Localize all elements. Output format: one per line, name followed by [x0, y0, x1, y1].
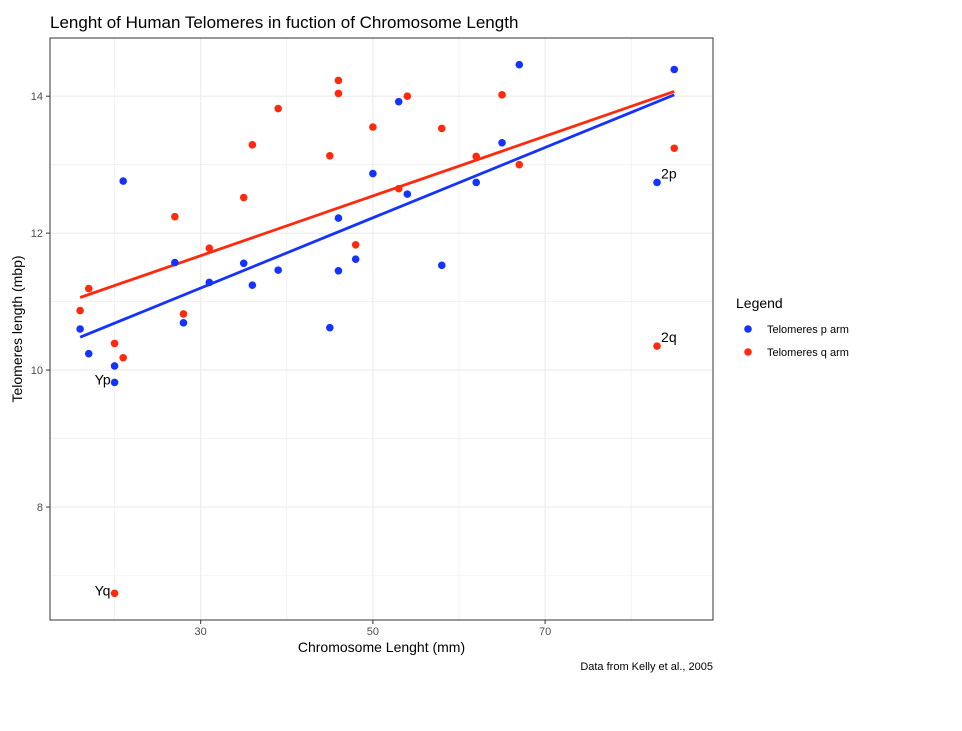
legend: Legend Telomeres p arm Telomeres q arm [736, 295, 849, 359]
point-q-arm [437, 124, 446, 133]
point-q-arm [369, 123, 377, 131]
point-p-arm [248, 281, 257, 289]
point-p-arm [119, 177, 127, 185]
chart-title: Lenght of Human Telomeres in fuction of … [50, 13, 518, 32]
point-q-arm [351, 240, 360, 249]
y-axis-title: Telomeres length (mbp) [9, 255, 25, 402]
point-q-arm [205, 244, 214, 253]
point-p-arm [515, 60, 524, 69]
point-p-arm [110, 378, 119, 387]
x-tick-label: 70 [539, 626, 551, 638]
point-p-arm [437, 261, 446, 270]
legend-label: Telomeres q arm [767, 347, 849, 359]
annotation-label: 2q [661, 329, 677, 345]
point-annotations: 2p 2q Yp Yq [95, 165, 677, 598]
point-q-arm [171, 212, 179, 221]
point-p-arm [76, 325, 84, 333]
legend-key [744, 348, 752, 356]
point-p-arm [670, 65, 679, 74]
point-q-arm [119, 353, 127, 362]
point-q-arm [498, 91, 506, 99]
point-p-arm [110, 362, 119, 370]
y-tick-label: 12 [31, 228, 43, 240]
point-p-arm [394, 97, 403, 106]
y-tick-label: 10 [31, 365, 43, 377]
point-p-arm [326, 323, 334, 332]
point-q-arm [515, 160, 524, 169]
trend-lines [79, 90, 675, 339]
point-p-arm [239, 259, 248, 268]
plot-panel [50, 38, 713, 620]
point-q-arm [334, 89, 343, 98]
y-axis: 8 10 12 14 [31, 91, 50, 514]
point-q-arm [472, 152, 481, 161]
point-p-arm [351, 255, 360, 263]
trend-line [79, 90, 675, 299]
x-tick-label: 50 [367, 626, 379, 638]
annotation-label: 2p [661, 165, 677, 181]
point-q-arm [670, 144, 679, 153]
trend-line [79, 93, 675, 339]
x-axis: 30 50 70 [195, 620, 551, 638]
caption: Data from Kelly et al., 2005 [580, 661, 713, 673]
point-q-arm [239, 193, 248, 202]
point-p-arm [205, 278, 214, 287]
y-tick-label: 14 [31, 91, 43, 103]
point-p-arm [498, 138, 506, 147]
x-axis-title: Chromosome Lenght (mm) [298, 639, 465, 655]
point-q-arm [248, 141, 257, 149]
point-q-arm [653, 342, 661, 350]
point-q-arm [84, 284, 93, 293]
point-q-arm [76, 306, 84, 315]
point-q-arm [110, 589, 119, 598]
legend-label: Telomeres p arm [767, 324, 849, 336]
plot-border [49, 37, 714, 621]
legend-title: Legend [736, 295, 783, 311]
point-p-arm [274, 266, 282, 274]
point-p-arm [653, 178, 661, 187]
point-p-arm [334, 214, 343, 222]
point-p-arm [369, 169, 377, 178]
point-q-arm [326, 151, 334, 160]
annotation-label: Yp [95, 371, 111, 387]
annotation-label: Yq [95, 582, 111, 598]
point-p-arm [171, 258, 179, 267]
point-p-arm [179, 319, 188, 327]
point-q-arm [110, 339, 119, 348]
point-p-arm [84, 349, 93, 358]
y-tick-label: 8 [37, 502, 43, 514]
x-tick-label: 30 [195, 626, 207, 638]
data-points [76, 60, 679, 598]
point-q-arm [394, 184, 403, 193]
point-q-arm [179, 310, 188, 318]
point-p-arm [472, 178, 481, 187]
point-q-arm [403, 92, 412, 100]
point-p-arm [334, 267, 343, 275]
point-q-arm [334, 76, 343, 85]
point-p-arm [403, 190, 412, 198]
legend-key [744, 325, 752, 333]
point-q-arm [274, 104, 282, 113]
